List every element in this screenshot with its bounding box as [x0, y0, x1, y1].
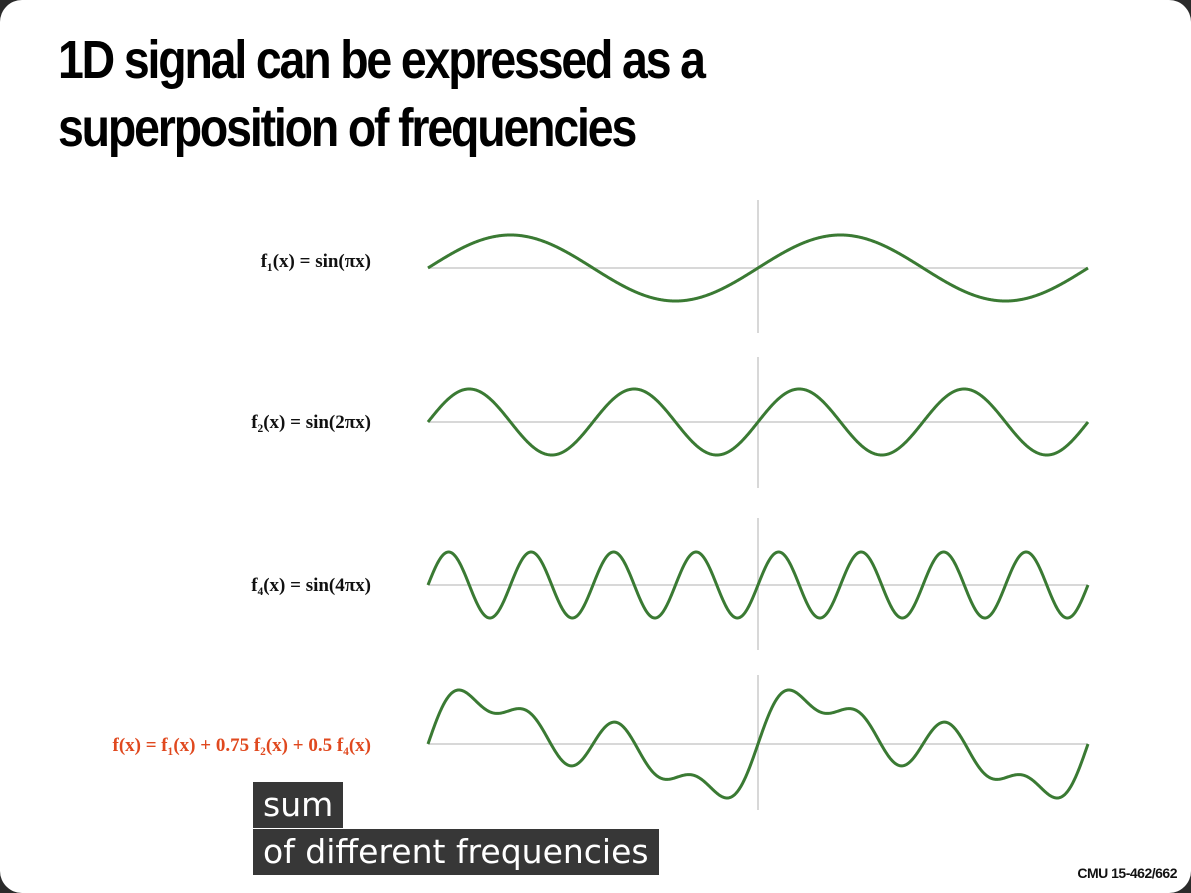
caption-line-1: sum: [253, 782, 344, 828]
formula-f4: f₄(x) = sin(4πx): [251, 575, 371, 596]
wave-series-2: [426, 387, 1090, 457]
title-line-1: 1D signal can be expressed as a: [58, 30, 706, 90]
slide-title: 1D signal can be expressed as a superpos…: [58, 26, 1058, 162]
formula-f2: f₂(x) = sin(2πx): [251, 412, 371, 433]
formula-f1: f₁(x) = sin(πx): [260, 251, 371, 272]
formula-sum: f(x) = f₁(x) + 0.75 f₂(x) + 0.5 f₄(x): [112, 735, 372, 756]
wave-series-4: [426, 688, 1090, 800]
course-footer: CMU 15-462/662: [1077, 865, 1177, 881]
caption-line-2: of different frequencies: [253, 829, 659, 875]
title-line-2: superposition of frequencies: [58, 98, 637, 158]
wave-series-1: [427, 233, 1089, 303]
wave-series-3: [426, 550, 1090, 620]
